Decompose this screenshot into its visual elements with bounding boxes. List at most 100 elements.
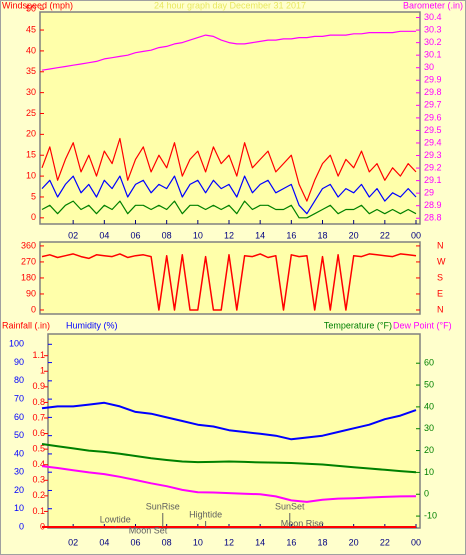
x-tick-label: 04 bbox=[99, 537, 109, 547]
series-line bbox=[41, 465, 417, 503]
x-tick-label: 10 bbox=[193, 230, 203, 240]
x-tick-label: 00 bbox=[411, 230, 421, 240]
y3-tick-label: 0.8 bbox=[32, 397, 45, 407]
y2-tick-label: 30 bbox=[424, 62, 434, 72]
x-tick-label: 12 bbox=[224, 537, 234, 547]
y2-tick-label: 30.1 bbox=[424, 50, 442, 60]
x-tick-label: 20 bbox=[349, 230, 359, 240]
y-tick-label: 100 bbox=[9, 339, 24, 349]
y2-tick-label: 28.9 bbox=[424, 200, 442, 210]
annotation: Lowtide bbox=[100, 514, 131, 524]
x-tick-label: 06 bbox=[130, 537, 140, 547]
y-label: Windspeed (mph) bbox=[2, 0, 73, 10]
x-tick-label: 22 bbox=[380, 230, 390, 240]
y2-tick-label: N bbox=[437, 240, 444, 250]
x-tick-label: 20 bbox=[349, 537, 359, 547]
y-tick-label: 0 bbox=[31, 212, 36, 222]
y3-tick-label: 1 bbox=[40, 366, 45, 376]
series-line bbox=[41, 175, 417, 215]
y-tick-label: 50 bbox=[26, 4, 36, 14]
series-line bbox=[41, 253, 417, 311]
y2-tick-label: 30 bbox=[424, 423, 434, 433]
x-tick-label: 02 bbox=[68, 537, 78, 547]
y3-tick-label: 1.1 bbox=[32, 350, 45, 360]
y3-tick-label: 0.2 bbox=[32, 490, 45, 500]
y-tick-label: 20 bbox=[26, 129, 36, 139]
y-tick-label: 10 bbox=[14, 503, 24, 513]
series-line bbox=[41, 401, 417, 441]
y2-tick-label: 29.3 bbox=[424, 150, 442, 160]
annotation: Hightide bbox=[189, 509, 222, 519]
x-tick-label: 16 bbox=[286, 230, 296, 240]
x-tick-label: 10 bbox=[193, 537, 203, 547]
x-tick-label: 18 bbox=[317, 230, 327, 240]
series-label: Dew Point (°F) bbox=[393, 320, 452, 330]
y3-tick-label: 0.6 bbox=[32, 428, 45, 438]
y2-tick-label: -10 bbox=[424, 510, 437, 520]
y-tick-label: 180 bbox=[21, 272, 36, 282]
y-tick-label: 360 bbox=[21, 240, 36, 250]
y-tick-label: 270 bbox=[21, 256, 36, 266]
series-line bbox=[41, 137, 417, 202]
series-line bbox=[41, 200, 417, 219]
y3-tick-label: 0.7 bbox=[32, 412, 45, 422]
y2-tick-label: 10 bbox=[424, 467, 434, 477]
y-tick-label: 0 bbox=[31, 304, 36, 314]
y-tick-label: 10 bbox=[26, 170, 36, 180]
x-tick-label: 02 bbox=[68, 230, 78, 240]
series-label: Rainfall (.in) bbox=[2, 320, 50, 330]
x-tick-label: 08 bbox=[162, 537, 172, 547]
y-tick-label: 40 bbox=[14, 448, 24, 458]
y2-tick-label: 29.4 bbox=[424, 137, 442, 147]
plot-area bbox=[39, 241, 421, 315]
y2-tick-label: 30.4 bbox=[424, 12, 442, 22]
y2-tick-label: 29.1 bbox=[424, 175, 442, 185]
x-tick-label: 08 bbox=[162, 230, 172, 240]
x-tick-label: 14 bbox=[255, 537, 265, 547]
plot-area bbox=[39, 11, 421, 225]
annotation: Moon Rise bbox=[281, 518, 324, 528]
y2-tick-label: 29 bbox=[424, 188, 434, 198]
y3-tick-label: 0.1 bbox=[32, 506, 45, 516]
y3-tick-label: 0.5 bbox=[32, 444, 45, 454]
y-tick-label: 0 bbox=[19, 521, 24, 531]
x-tick-label: 04 bbox=[99, 230, 109, 240]
annotation: SunRise bbox=[146, 501, 180, 511]
y-tick-label: 5 bbox=[31, 191, 36, 201]
y2-tick-label: 29.9 bbox=[424, 75, 442, 85]
series-line bbox=[41, 443, 417, 474]
y2-tick-label: 29.2 bbox=[424, 162, 442, 172]
x-tick-label: 16 bbox=[286, 537, 296, 547]
y2-tick-label: N bbox=[437, 304, 444, 314]
y2-tick-label: 30.3 bbox=[424, 24, 442, 34]
y2-tick-label: 0 bbox=[424, 489, 429, 499]
series-label: Humidity (%) bbox=[66, 320, 118, 330]
y2-tick-label: 40 bbox=[424, 401, 434, 411]
annotation: Moon Set bbox=[129, 525, 168, 535]
x-tick-label: 06 bbox=[130, 230, 140, 240]
x-tick-label: 22 bbox=[380, 537, 390, 547]
y3-tick-label: 0.4 bbox=[32, 459, 45, 469]
y-tick-label: 70 bbox=[14, 393, 24, 403]
y2-tick-label: 50 bbox=[424, 379, 434, 389]
y2--label: Barometer (.in) bbox=[403, 0, 463, 10]
y2-tick-label: W bbox=[437, 256, 446, 266]
y2-tick-label: S bbox=[437, 272, 443, 282]
y3-tick-label: 0.9 bbox=[32, 381, 45, 391]
y2-tick-label: 20 bbox=[424, 445, 434, 455]
y-tick-label: 40 bbox=[26, 45, 36, 55]
y2-tick-label: 29.5 bbox=[424, 125, 442, 135]
y2-tick-label: 60 bbox=[424, 358, 434, 368]
chart-title: 24 hour graph day December 31 2017 bbox=[154, 0, 306, 10]
y-tick-label: 80 bbox=[14, 375, 24, 385]
y-tick-label: 50 bbox=[14, 430, 24, 440]
x-tick-label: 14 bbox=[255, 230, 265, 240]
y2-tick-label: 30.2 bbox=[424, 37, 442, 47]
y-tick-label: 90 bbox=[14, 357, 24, 367]
y-tick-label: 25 bbox=[26, 108, 36, 118]
x-tick-label: 18 bbox=[317, 537, 327, 547]
x-tick-label: 00 bbox=[411, 537, 421, 547]
y-tick-label: 35 bbox=[26, 66, 36, 76]
y2-tick-label: 28.8 bbox=[424, 213, 442, 223]
